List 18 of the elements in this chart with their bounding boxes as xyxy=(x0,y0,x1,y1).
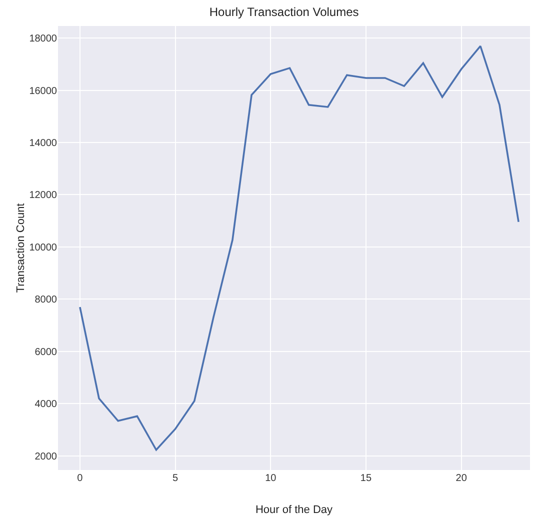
y-tick-label: 14000 xyxy=(29,138,58,149)
y-tick-label: 10000 xyxy=(29,242,58,254)
y-tick-label: 12000 xyxy=(29,190,58,202)
x-tick-label: 15 xyxy=(360,473,372,484)
x-tick-label: 5 xyxy=(172,473,178,484)
chart-title: Hourly Transaction Volumes xyxy=(209,5,359,20)
y-tick-label: 2000 xyxy=(34,451,58,462)
y-tick-label: 4000 xyxy=(34,399,58,410)
y-tick-label: 16000 xyxy=(29,86,58,97)
x-tick-label: 10 xyxy=(265,473,277,484)
x-axis-title: Hour of the Day xyxy=(255,504,334,516)
x-tick-label: 0 xyxy=(77,473,84,484)
line-series xyxy=(79,45,520,451)
y-axis-title: Transaction Count xyxy=(15,203,28,293)
x-tick-label: 20 xyxy=(456,473,468,484)
y-tick-label: 18000 xyxy=(29,34,58,45)
y-tick-label: 8000 xyxy=(34,294,58,306)
y-tick-label: 6000 xyxy=(34,346,58,358)
